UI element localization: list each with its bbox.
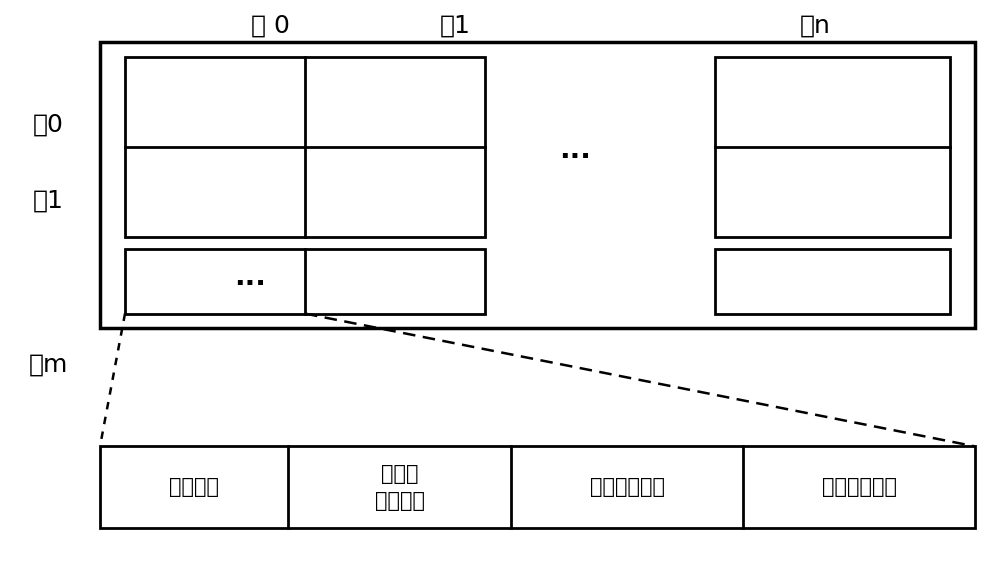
Bar xyxy=(715,249,950,314)
Bar xyxy=(125,56,485,237)
Bar xyxy=(715,56,950,237)
Text: ...: ... xyxy=(559,136,591,164)
Text: 组0: 组0 xyxy=(33,112,63,136)
Text: 路1: 路1 xyxy=(440,14,470,37)
Text: 路n: 路n xyxy=(800,14,830,37)
Text: 缓存行
聚合状态: 缓存行 聚合状态 xyxy=(375,464,425,511)
Text: 缓存行所有者: 缓存行所有者 xyxy=(822,477,897,497)
Text: 组m: 组m xyxy=(28,353,68,376)
Bar xyxy=(100,42,975,328)
Text: ...: ... xyxy=(234,263,266,291)
Text: 路 0: 路 0 xyxy=(251,14,289,37)
Bar xyxy=(125,249,485,314)
Text: 访问有效向量: 访问有效向量 xyxy=(590,477,665,497)
Bar xyxy=(100,446,975,528)
Text: 组1: 组1 xyxy=(33,189,63,212)
Text: 标识地址: 标识地址 xyxy=(169,477,219,497)
